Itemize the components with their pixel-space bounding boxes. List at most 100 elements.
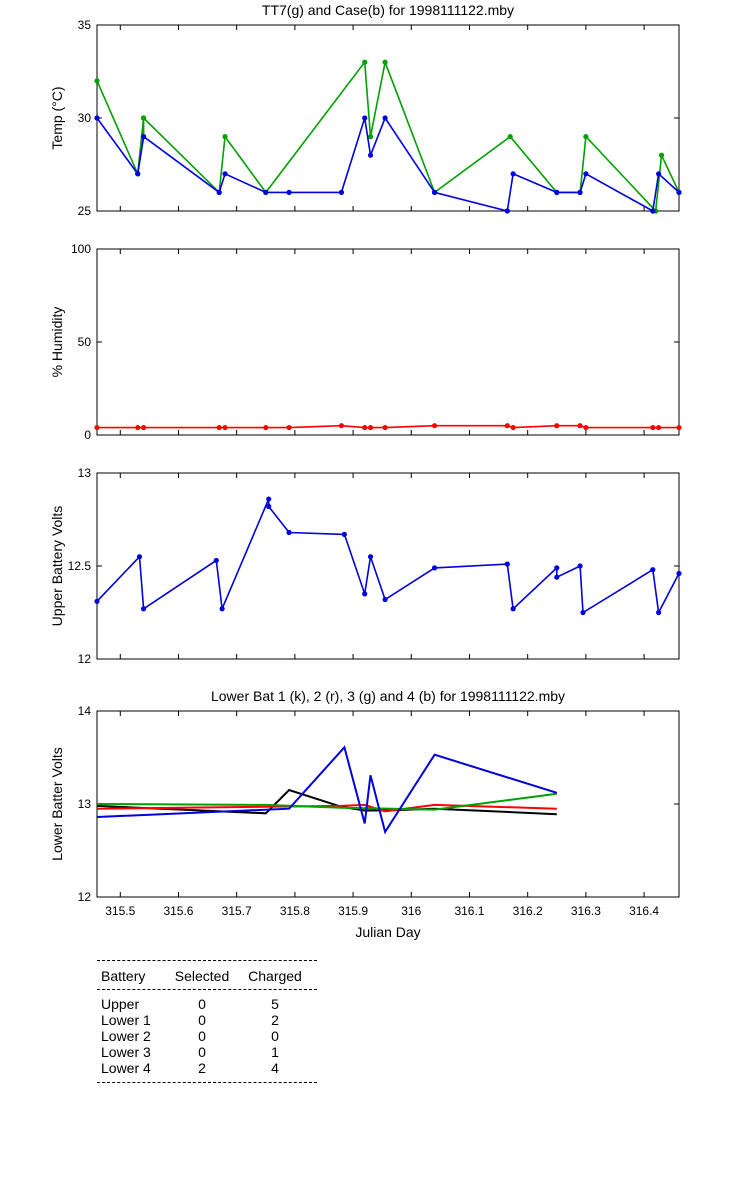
battery-table: Battery Selected Charged Upper 0 5 Lower… <box>97 960 317 1083</box>
data-point <box>583 134 589 140</box>
data-point <box>94 115 100 121</box>
data-point <box>140 115 147 121</box>
table-row: Lower 1 0 2 <box>97 1012 317 1028</box>
data-point <box>431 423 438 429</box>
data-point <box>135 171 141 177</box>
row-charged: 4 <box>271 1060 279 1076</box>
data-point <box>219 606 225 612</box>
data-point <box>431 189 438 195</box>
data-point <box>676 424 682 431</box>
data-point <box>650 424 656 431</box>
data-point <box>263 424 269 431</box>
data-point <box>382 115 388 121</box>
data-point <box>341 531 347 537</box>
series-line <box>97 116 680 213</box>
data-point <box>222 424 228 431</box>
data-point <box>510 171 516 177</box>
data-point <box>554 423 560 429</box>
y-tick-label: 35 <box>78 18 92 32</box>
data-point <box>583 424 589 431</box>
data-point <box>658 152 665 158</box>
x-tick-label: 316.2 <box>513 904 543 918</box>
panel-2: 0 50 100 % Humidity <box>49 242 682 442</box>
data-point <box>367 554 374 560</box>
data-point <box>577 423 583 429</box>
y-tick-label: 12 <box>78 890 92 904</box>
data-point <box>676 189 682 195</box>
plot-frame <box>96 472 680 660</box>
data-point <box>554 565 560 571</box>
data-point <box>94 78 100 84</box>
series-line <box>97 59 680 213</box>
x-tick-label: 315.6 <box>163 904 193 918</box>
data-point <box>577 563 583 569</box>
data-point <box>504 208 510 214</box>
row-selected: 0 <box>198 996 206 1012</box>
y-axis-label: Upper Battery Volts <box>49 506 65 627</box>
data-point <box>554 189 560 195</box>
data-point <box>286 189 292 195</box>
data-point <box>431 565 438 571</box>
y-tick-label: 12 <box>78 652 92 666</box>
data-point <box>286 424 292 431</box>
data-point <box>286 529 292 536</box>
table-rule-mid <box>97 989 317 990</box>
chart-title: TT7(g) and Case(b) for 1998111122.mby <box>262 2 514 18</box>
data-point <box>266 503 272 510</box>
data-point <box>510 606 516 612</box>
x-tick-label: 315.9 <box>338 904 368 918</box>
row-selected: 0 <box>198 1044 206 1060</box>
row-charged: 5 <box>271 996 279 1012</box>
table-row: Lower 4 2 4 <box>97 1060 317 1076</box>
data-point <box>362 591 368 597</box>
chart-title: Lower Bat 1 (k), 2 (r), 3 (g) and 4 (b) … <box>211 688 565 704</box>
data-point <box>382 424 388 431</box>
data-point <box>367 152 374 158</box>
y-tick-label: 30 <box>78 111 92 125</box>
plot-frame <box>96 248 680 436</box>
data-point <box>338 423 345 429</box>
table-header-row: Battery Selected Charged <box>97 961 317 989</box>
panel-4: 12 13 14 Lower Bat 1 (k), 2 (r), 3 (g) and … <box>49 688 680 940</box>
data-point <box>213 557 219 564</box>
data-point <box>650 567 656 573</box>
data-point <box>94 598 100 604</box>
data-point <box>554 574 560 580</box>
row-battery: Lower 3 <box>101 1044 151 1060</box>
data-point <box>367 134 374 140</box>
x-tick-label: 316.1 <box>454 904 484 918</box>
charts-figure: 25 30 35 TT7(g) and Case(b) for 1998111122.… <box>49 2 682 940</box>
data-point <box>367 424 374 431</box>
y-tick-label: 25 <box>78 204 92 218</box>
y-tick-label: 100 <box>71 242 91 256</box>
x-tick-label: 315.5 <box>105 904 135 918</box>
data-point <box>583 171 589 177</box>
row-battery: Lower 4 <box>101 1060 151 1076</box>
data-point <box>580 609 586 616</box>
data-point <box>676 570 682 577</box>
data-point <box>140 424 147 431</box>
header-charged: Charged <box>248 968 302 984</box>
series-line <box>97 498 680 616</box>
data-point <box>504 423 510 429</box>
y-tick-label: 12.5 <box>68 559 92 573</box>
row-battery: Lower 2 <box>101 1028 151 1044</box>
table-row: Lower 3 0 1 <box>97 1044 317 1060</box>
x-tick-label: 315.7 <box>222 904 252 918</box>
row-selected: 0 <box>198 1012 206 1028</box>
table-row: Upper 0 5 <box>97 996 317 1012</box>
data-point <box>656 609 662 616</box>
series-line <box>97 803 557 813</box>
y-tick-label: 14 <box>78 704 92 718</box>
data-point <box>94 424 100 431</box>
data-point <box>135 424 141 431</box>
table-row: Lower 2 0 0 <box>97 1028 317 1044</box>
header-battery: Battery <box>101 968 146 984</box>
series-line <box>97 745 558 835</box>
data-point <box>362 115 368 121</box>
x-tick-label: 316.3 <box>571 904 601 918</box>
x-axis-label: Julian Day <box>355 924 420 940</box>
x-tick-label: 316.4 <box>629 904 659 918</box>
y-tick-label: 13 <box>78 466 92 480</box>
y-tick-label: 0 <box>84 428 91 442</box>
